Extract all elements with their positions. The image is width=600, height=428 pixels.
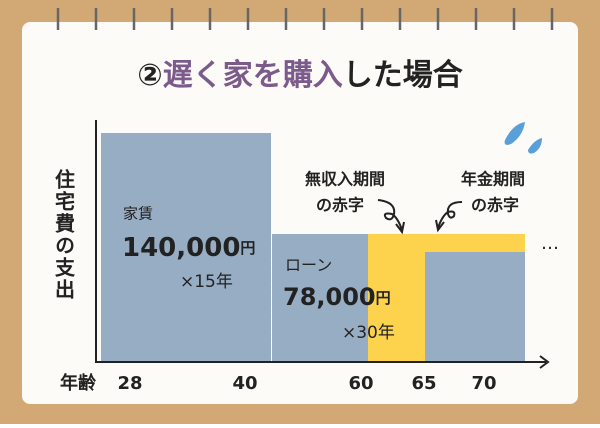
title-highlight: 遅く家を購入 bbox=[163, 58, 343, 93]
rent-block bbox=[101, 133, 271, 362]
loan-duration: ×30年 bbox=[342, 323, 395, 343]
age: 28 bbox=[117, 373, 142, 394]
arrow bbox=[435, 201, 463, 233]
continuation: … bbox=[541, 233, 559, 254]
rent-duration: ×15年 bbox=[180, 272, 233, 292]
x-label: 年齢 bbox=[60, 372, 97, 394]
age: 40 bbox=[232, 373, 257, 394]
loan-block bbox=[272, 234, 368, 362]
age: 65 bbox=[411, 373, 436, 394]
rent-label: 家賃 bbox=[123, 205, 153, 223]
no-income-line1: 無収入期間 bbox=[305, 170, 385, 189]
arrow bbox=[377, 199, 405, 235]
pension-block bbox=[425, 252, 525, 362]
age: 70 bbox=[471, 373, 496, 394]
drops bbox=[504, 122, 542, 154]
title-suffix: した場合 bbox=[343, 58, 463, 93]
no-income-deficit bbox=[368, 234, 425, 362]
pension-deficit bbox=[425, 234, 525, 252]
unit: 円 bbox=[376, 289, 391, 307]
y-label: 住宅費の支出 bbox=[52, 168, 76, 301]
title-prefix: ② bbox=[137, 58, 162, 93]
loan-label: ローン bbox=[285, 256, 332, 275]
axis-arrow bbox=[539, 355, 550, 369]
pension-line2: の赤字 bbox=[471, 196, 519, 215]
amount: 140,000 bbox=[122, 233, 240, 263]
rings bbox=[56, 8, 554, 30]
loan-amount: 78,000円 bbox=[283, 283, 391, 311]
unit: 円 bbox=[240, 239, 255, 257]
age: 60 bbox=[348, 373, 373, 394]
pension-line1: 年金期間 bbox=[461, 170, 525, 189]
rent-amount: 140,000円 bbox=[122, 233, 255, 263]
no-income-line2: の赤字 bbox=[316, 196, 364, 215]
amount: 78,000 bbox=[283, 283, 376, 311]
title: ②遅く家を購入した場合 bbox=[137, 58, 462, 93]
